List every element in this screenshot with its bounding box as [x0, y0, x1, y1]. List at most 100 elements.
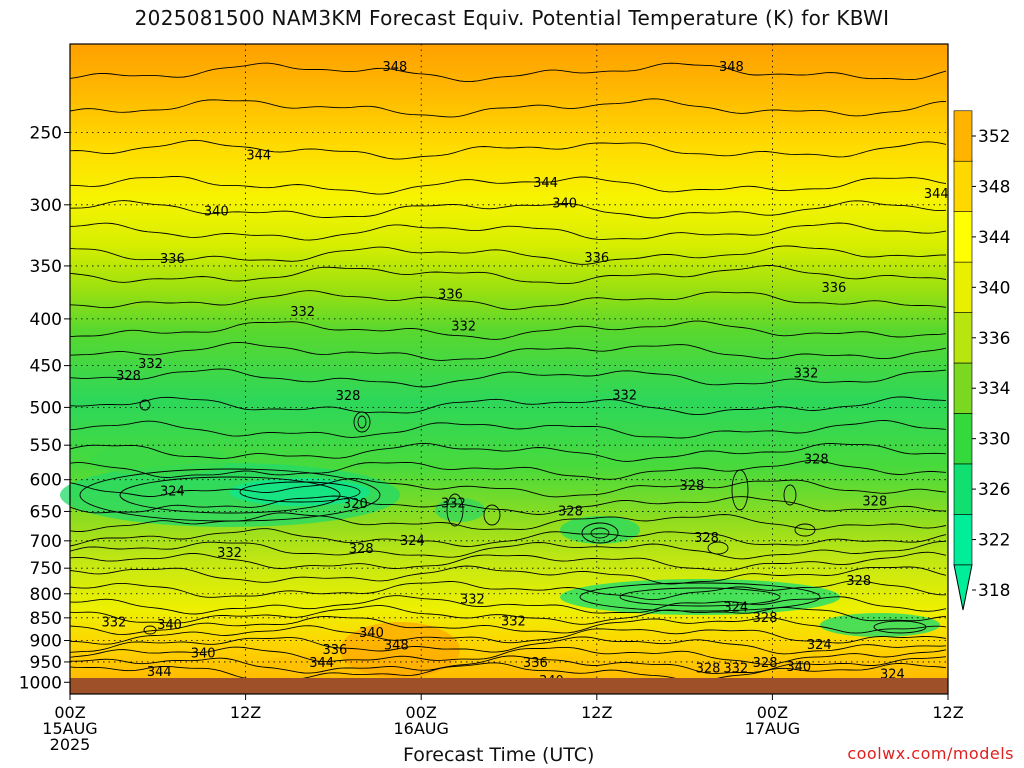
colorbar-label: 336 [978, 329, 1010, 349]
x-tick-label: 00Z 17AUG [745, 703, 800, 738]
field-blob [230, 478, 370, 506]
contour-label: 332 [138, 357, 163, 372]
contour-line [69, 478, 947, 498]
y-tick-label: 750 [30, 559, 62, 579]
contour-cell [731, 469, 749, 511]
contour-label: 320 [343, 497, 368, 512]
colorbar-swatch [953, 261, 973, 313]
y-tick-label: 350 [30, 257, 62, 277]
contour-label: 336 [322, 643, 347, 658]
contour-line [69, 222, 947, 241]
contour-cell [119, 476, 341, 514]
y-tick-label: 600 [30, 471, 62, 491]
field-blob [820, 613, 940, 637]
contour-label: 344 [924, 187, 949, 202]
contour-label: 328 [558, 504, 583, 519]
colorbar-swatch [953, 362, 973, 414]
contour-line [69, 662, 947, 683]
contour-label: 328 [846, 574, 871, 589]
colorbar-label: 344 [978, 228, 1010, 248]
y-tick-label: 550 [30, 436, 62, 456]
contour-label: 324 [160, 484, 185, 499]
contour-line [69, 368, 947, 388]
contour-cell [873, 620, 927, 634]
contour-cell [581, 522, 619, 544]
contour-label: 336 [438, 287, 463, 302]
contour-label: 340 [157, 618, 182, 633]
field-blob [560, 516, 640, 544]
contour-label: 344 [147, 665, 172, 680]
contour-cell [483, 504, 501, 526]
contour-line [69, 565, 947, 585]
contour-line [69, 420, 947, 439]
contour-line [69, 512, 947, 532]
colorbar-label: 322 [978, 531, 1010, 551]
contour-label: 344 [246, 149, 271, 164]
y-tick-label: 850 [30, 609, 62, 629]
contour-label: 328 [753, 611, 778, 626]
contour-line [69, 595, 947, 615]
contour-label: 344 [533, 176, 558, 191]
contour-cell [783, 484, 797, 506]
contour-line [69, 320, 947, 340]
contour-cell [707, 541, 729, 555]
colorbar-swatch [953, 312, 973, 364]
contour-line [69, 605, 947, 625]
y-tick-label: 450 [30, 357, 62, 377]
contour-label: 324 [400, 534, 425, 549]
x-axis: 00Z 15AUG 2025 12Z 00Z 16AUG 12Z 00Z 17AUG 12Z [42, 694, 964, 754]
contour-line [69, 175, 947, 195]
contour-label: 336 [523, 656, 548, 671]
y-tick-label: 800 [30, 585, 62, 605]
colorbar-swatch [953, 160, 973, 212]
contour-label: 332 [460, 593, 485, 608]
contour-label: 328 [804, 452, 829, 467]
contour-line [69, 139, 947, 160]
field-blob [90, 444, 230, 476]
y-tick-label: 250 [30, 123, 62, 143]
field-blobs [60, 444, 940, 678]
colorbar-swatch [953, 413, 973, 465]
contour-label: 328 [116, 369, 141, 384]
colorbar-swatch [953, 463, 973, 515]
contour-label: 332 [217, 546, 242, 561]
contour-label: 328 [349, 542, 374, 557]
contour-label: 336 [160, 252, 185, 267]
contour-label: 332 [723, 662, 748, 677]
y-tick-label: 900 [30, 631, 62, 651]
colorbar-swatch [953, 514, 973, 566]
contour-line [69, 540, 947, 560]
contour-line [69, 460, 947, 480]
contour-label: 332 [612, 388, 637, 403]
plot-frame [69, 43, 949, 695]
contour-line [69, 290, 947, 310]
contour-label: 348 [382, 60, 407, 75]
contour-cell [143, 625, 157, 635]
chart-title: 2025081500 NAM3KM Forecast Equiv. Potent… [134, 6, 890, 30]
contour-label: 328 [753, 656, 778, 671]
contour-line [69, 98, 947, 118]
contour-line [69, 200, 947, 219]
ground-strip [70, 678, 948, 694]
x-tick-label: 12Z [932, 703, 963, 722]
y-tick-label: 950 [30, 653, 62, 673]
colorbar-label: 352 [978, 127, 1010, 147]
contour-label: 340 [359, 626, 384, 641]
contour-line [69, 580, 946, 601]
contour-label: 332 [501, 615, 526, 630]
contour-line [69, 245, 947, 265]
contour-label: 324 [807, 638, 832, 653]
contour-cell [579, 582, 821, 612]
contour-cell [590, 527, 610, 539]
contour-cell [353, 411, 371, 433]
y-tick-label: 400 [30, 310, 62, 330]
y-tick-label: 300 [30, 196, 62, 216]
colorbar-label: 330 [978, 430, 1010, 450]
colorbar-arrow-low [953, 564, 973, 611]
contour-label: 332 [794, 366, 819, 381]
contour-label: 328 [680, 479, 705, 494]
contour-cell [239, 481, 361, 503]
contour-line [69, 636, 947, 655]
